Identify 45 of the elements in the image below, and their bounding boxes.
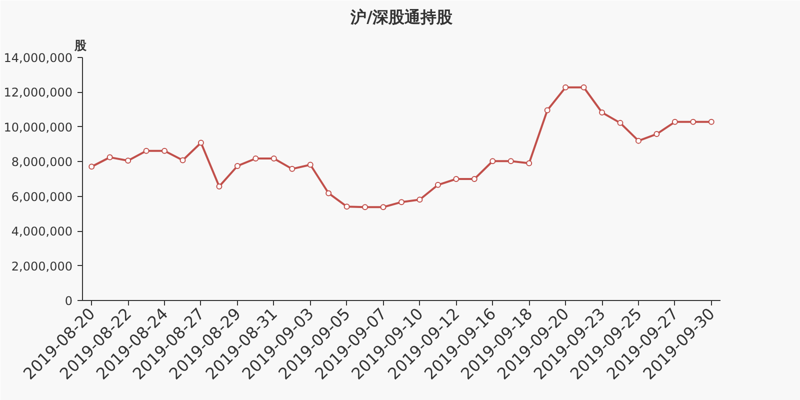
point — [508, 158, 514, 164]
chart-title: 沪/深股通持股 — [350, 8, 454, 26]
point — [180, 157, 186, 164]
point — [434, 182, 441, 188]
y-tick-label: 14,000,000 — [4, 51, 73, 65]
point — [143, 148, 150, 154]
point — [326, 190, 332, 196]
point — [471, 176, 478, 182]
y-tick-label: 8,000,000 — [11, 155, 73, 170]
point — [453, 176, 460, 182]
point — [490, 158, 496, 164]
point — [580, 84, 587, 90]
y-tick-label: 12,000,000 — [4, 86, 73, 100]
point — [307, 162, 314, 168]
point — [672, 118, 678, 125]
point — [362, 204, 368, 210]
point — [690, 118, 696, 125]
point — [635, 138, 642, 144]
point — [88, 164, 95, 170]
y-tick-label: 4,000,000 — [11, 224, 73, 239]
point — [234, 162, 240, 169]
point — [562, 84, 569, 90]
y-tick-label: 2,000,000 — [11, 259, 73, 274]
point — [544, 107, 550, 114]
point — [270, 156, 277, 162]
point — [125, 158, 132, 164]
point — [654, 131, 660, 138]
point — [398, 199, 404, 206]
point — [380, 204, 386, 210]
y-tick-label: 10,000,000 — [4, 120, 73, 134]
point — [599, 110, 606, 116]
point — [289, 166, 296, 172]
point — [198, 140, 204, 146]
point — [526, 160, 532, 166]
point — [416, 196, 423, 203]
point — [344, 204, 350, 210]
point — [252, 156, 259, 162]
point — [162, 148, 168, 154]
y-axis-title: 股 — [74, 38, 88, 52]
point — [106, 154, 113, 160]
y-tick-label: 6,000,000 — [11, 190, 73, 204]
point — [708, 118, 714, 125]
point — [617, 120, 624, 126]
y-tick-label: 0 — [64, 294, 73, 308]
point — [216, 183, 222, 190]
